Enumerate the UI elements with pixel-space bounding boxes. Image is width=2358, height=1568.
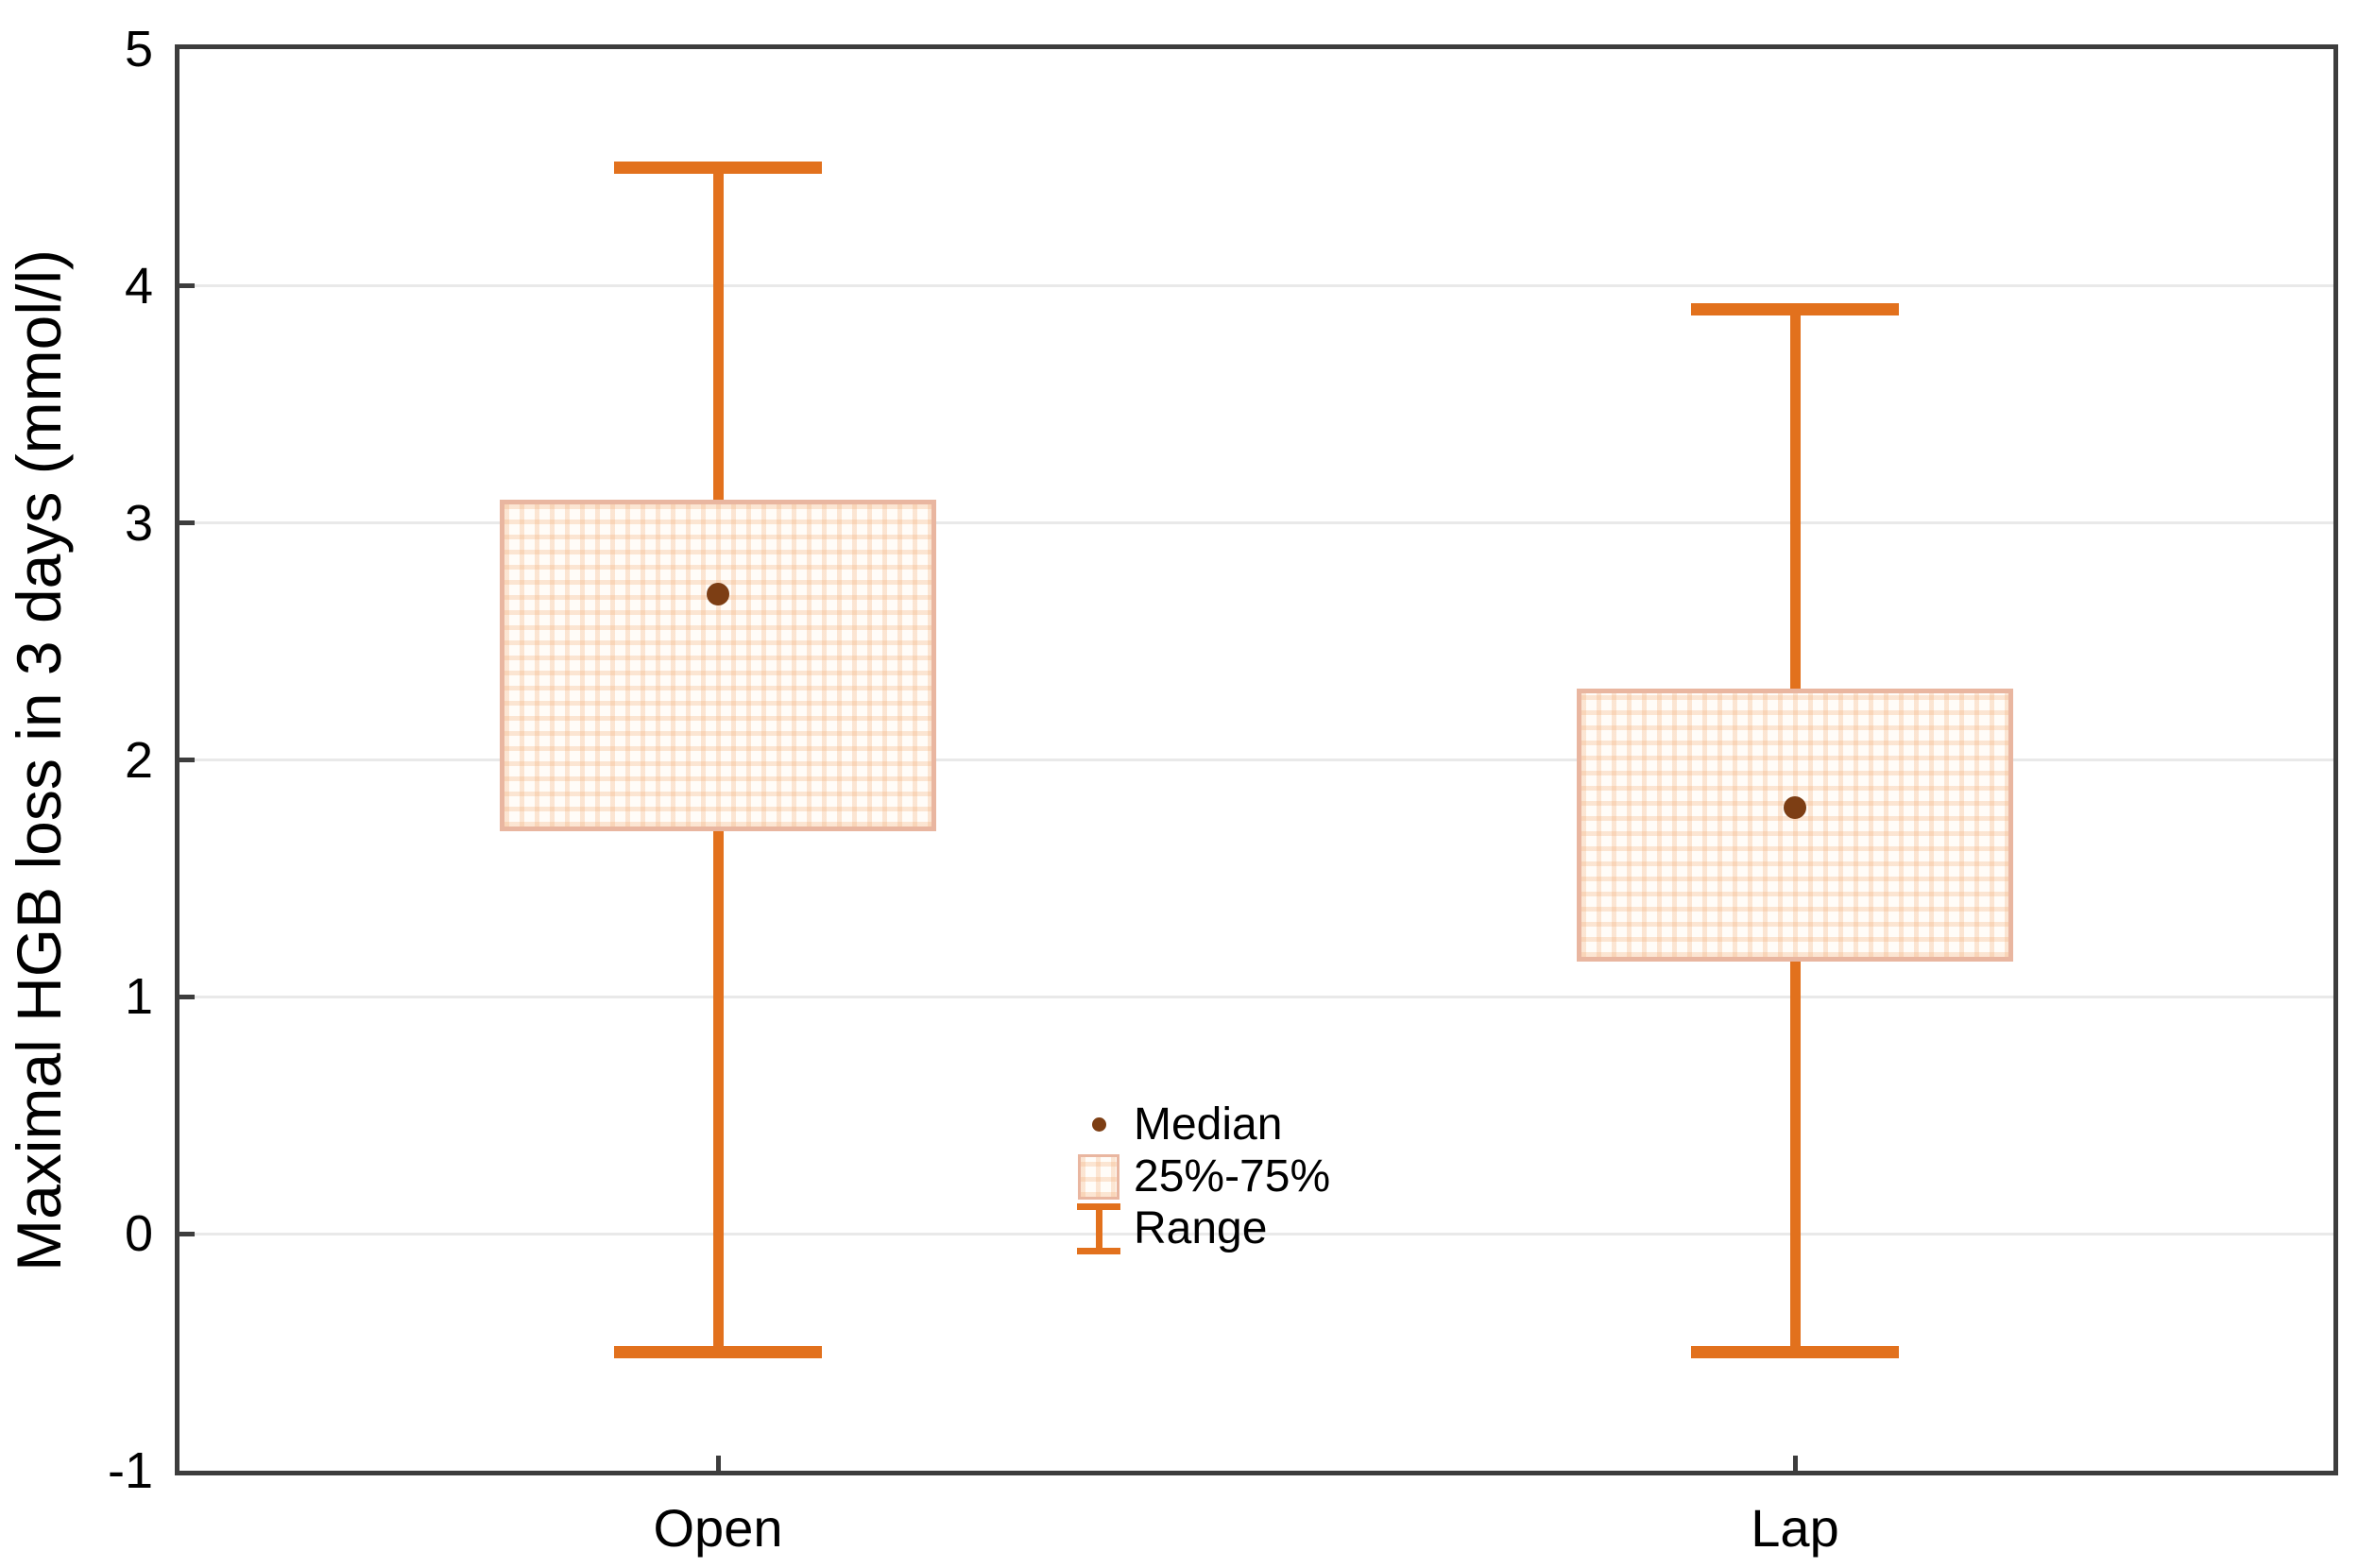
range-whisker-icon xyxy=(1077,1202,1120,1254)
whisker-cap-max xyxy=(1691,303,1899,316)
plot-area xyxy=(175,44,2338,1475)
gridline xyxy=(179,521,2333,525)
y-tick-label: 3 xyxy=(124,494,153,552)
y-tick-label: 0 xyxy=(124,1205,153,1263)
legend-label-median: Median xyxy=(1134,1099,1283,1150)
y-tick-label: 4 xyxy=(124,257,153,315)
y-tick-label: -1 xyxy=(107,1442,153,1499)
quartile-box xyxy=(1577,689,2013,962)
median-dot xyxy=(1784,795,1806,819)
whisker-lower xyxy=(712,830,724,1353)
whisker-lower xyxy=(1789,961,1801,1353)
y-axis-tick xyxy=(179,758,195,762)
gridline xyxy=(179,758,2333,761)
legend-item-quartiles: 25%-75% xyxy=(1068,1150,1330,1202)
gridline xyxy=(179,1232,2333,1236)
range-icon-bottom-cap xyxy=(1077,1247,1120,1254)
median-dot xyxy=(707,582,729,605)
y-tick-label: 5 xyxy=(124,21,153,77)
whisker-upper xyxy=(712,167,724,500)
whisker-cap-min xyxy=(1691,1346,1899,1359)
y-axis-tick xyxy=(179,520,195,526)
legend-label-quartiles: 25%-75% xyxy=(1134,1150,1331,1202)
x-axis-tick xyxy=(715,1456,721,1471)
legend-item-median: Median xyxy=(1068,1099,1330,1150)
quartile-box xyxy=(500,499,936,831)
whisker-cap-max xyxy=(614,161,822,174)
range-icon-stem xyxy=(1095,1202,1102,1254)
whisker-upper xyxy=(1789,309,1801,690)
legend: Median 25%-75% Range xyxy=(1068,1099,1330,1254)
legend-item-range: Range xyxy=(1068,1202,1330,1254)
whisker-cap-min xyxy=(614,1346,822,1359)
median-dot-icon xyxy=(1091,1117,1106,1132)
gridline xyxy=(179,284,2333,288)
gridline xyxy=(179,995,2333,998)
y-axis-tick xyxy=(179,283,195,289)
y-tick-label: 1 xyxy=(124,968,153,1026)
y-axis-tick xyxy=(179,994,195,999)
x-axis-tick xyxy=(1792,1456,1798,1471)
y-tick-label: 2 xyxy=(124,731,153,789)
x-tick-label: Lap xyxy=(1751,1498,1839,1558)
y-axis-tick xyxy=(179,1231,195,1236)
x-tick-label: Open xyxy=(653,1498,783,1558)
legend-label-range: Range xyxy=(1134,1202,1268,1253)
quartile-box-icon xyxy=(1078,1153,1119,1200)
